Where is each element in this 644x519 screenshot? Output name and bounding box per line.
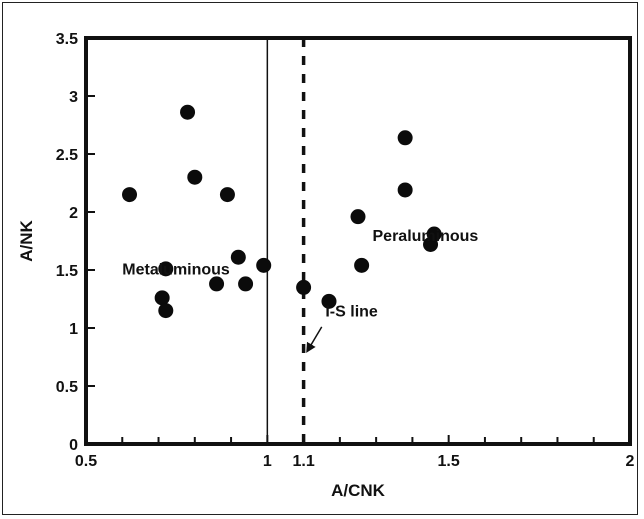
x-tick-label: 1.1 xyxy=(292,453,314,470)
data-point xyxy=(321,293,337,309)
x-tick-label: 2 xyxy=(626,453,635,470)
y-tick-label: 0 xyxy=(69,437,78,454)
x-tick-label: 0.5 xyxy=(75,453,97,470)
data-point xyxy=(296,279,312,295)
plot-area xyxy=(84,36,632,446)
data-point xyxy=(180,104,196,120)
data-point xyxy=(154,290,170,306)
y-axis-title: A/NK xyxy=(17,220,36,262)
data-point xyxy=(187,169,203,185)
figure-frame xyxy=(2,2,638,515)
data-point xyxy=(397,130,413,146)
y-tick-label: 2.5 xyxy=(56,147,78,164)
data-point xyxy=(219,187,235,203)
y-tick-label: 3 xyxy=(69,89,78,106)
x-tick-label: 1 xyxy=(263,453,272,470)
data-point xyxy=(122,187,138,203)
is-line-arrow xyxy=(306,326,323,353)
is-line-label: I-S line xyxy=(325,303,378,320)
x-axis-title: A/CNK xyxy=(331,481,386,500)
metaluminous-label: Metaluminous xyxy=(122,262,230,279)
y-tick-label: 0.5 xyxy=(56,379,78,396)
peraluminous-label: Peraluminous xyxy=(373,228,479,245)
y-tick-label: 1 xyxy=(69,321,78,338)
y-tick-label: 1.5 xyxy=(56,263,78,280)
data-point xyxy=(238,276,254,292)
data-point xyxy=(426,226,442,242)
data-point xyxy=(209,276,225,292)
data-point xyxy=(230,249,246,265)
y-tick-label: 2 xyxy=(69,205,78,222)
y-tick-label: 3.5 xyxy=(56,31,78,48)
data-point xyxy=(256,257,272,273)
data-point xyxy=(354,257,370,273)
data-point xyxy=(350,209,366,225)
data-point xyxy=(158,261,174,277)
data-point xyxy=(158,303,174,319)
data-point xyxy=(397,182,413,198)
x-tick-label: 1.5 xyxy=(438,453,460,470)
